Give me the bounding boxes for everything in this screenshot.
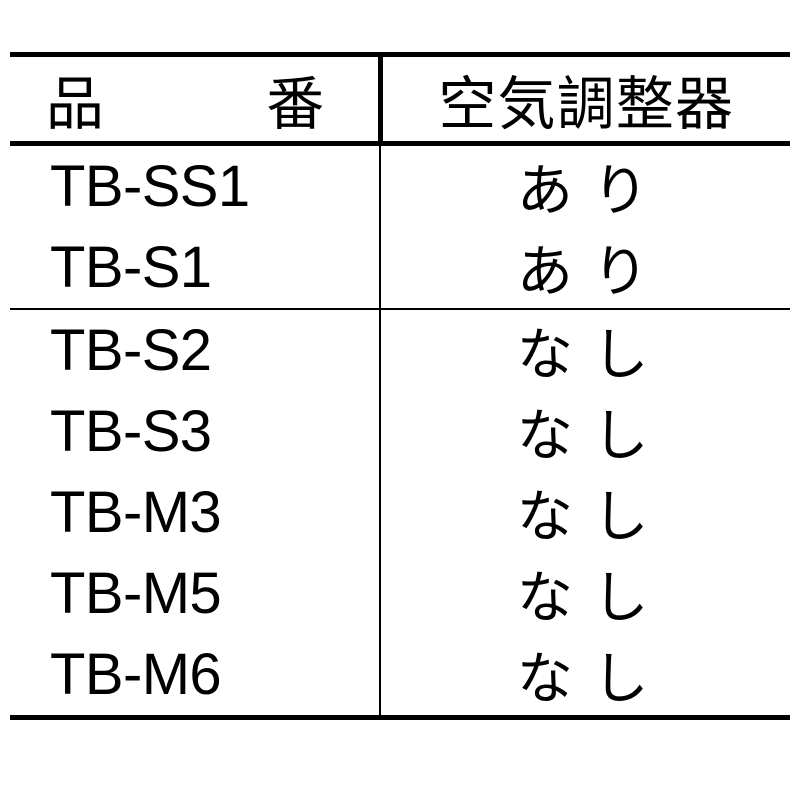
table-row: TB-S2 なし bbox=[10, 309, 790, 391]
cell-part-number: TB-S2 bbox=[10, 309, 380, 391]
cell-part-number: TB-M6 bbox=[10, 634, 380, 718]
cell-part-number: TB-S1 bbox=[10, 227, 380, 309]
table-row: TB-S1 あり bbox=[10, 227, 790, 309]
cell-part-number: TB-SS1 bbox=[10, 144, 380, 228]
cell-air-regulator: なし bbox=[380, 553, 790, 634]
table-row: TB-SS1 あり bbox=[10, 144, 790, 228]
table-header-row: 品 番 空気調整器 bbox=[10, 55, 790, 144]
column-header-part-number-label: 品 番 bbox=[11, 72, 376, 137]
cell-part-number: TB-M3 bbox=[10, 472, 380, 553]
column-header-part-number: 品 番 bbox=[10, 55, 380, 144]
cell-air-regulator: あり bbox=[380, 227, 790, 309]
table-row: TB-M5 なし bbox=[10, 553, 790, 634]
cell-part-number: TB-S3 bbox=[10, 391, 380, 472]
table-row: TB-S3 なし bbox=[10, 391, 790, 472]
cell-air-regulator: なし bbox=[380, 309, 790, 391]
column-header-air-regulator: 空気調整器 bbox=[380, 55, 790, 144]
cell-air-regulator: なし bbox=[380, 472, 790, 553]
cell-part-number: TB-M5 bbox=[10, 553, 380, 634]
table-row: TB-M6 なし bbox=[10, 634, 790, 718]
table-row: TB-M3 なし bbox=[10, 472, 790, 553]
spec-table-container: 品 番 空気調整器 TB-SS1 あり TB-S1 あり TB-S2 なし TB… bbox=[10, 52, 790, 720]
cell-air-regulator: あり bbox=[380, 144, 790, 228]
cell-air-regulator: なし bbox=[380, 391, 790, 472]
column-header-air-regulator-label: 空気調整器 bbox=[438, 72, 734, 137]
spec-table: 品 番 空気調整器 TB-SS1 あり TB-S1 あり TB-S2 なし TB… bbox=[10, 52, 790, 720]
cell-air-regulator: なし bbox=[380, 634, 790, 718]
